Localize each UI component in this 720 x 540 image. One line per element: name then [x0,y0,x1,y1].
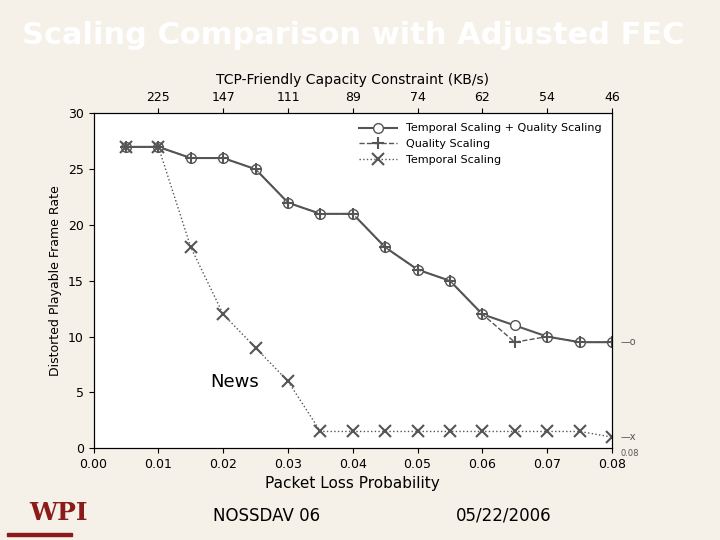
Quality Scaling [608,339,616,346]
Line: Temporal Scaling + Quality Scaling: Temporal Scaling + Quality Scaling [121,142,617,347]
Temporal Scaling + Quality Scaling [478,311,487,318]
Quality Scaling [251,166,260,172]
Temporal Scaling [381,428,390,435]
Temporal Scaling + Quality Scaling [446,278,454,284]
Temporal Scaling + Quality Scaling [122,144,130,150]
Legend: Temporal Scaling + Quality Scaling, Quality Scaling, Temporal Scaling: Temporal Scaling + Quality Scaling, Qual… [354,119,606,169]
Quality Scaling [316,211,325,217]
Temporal Scaling [154,144,163,150]
Temporal Scaling [510,428,519,435]
Temporal Scaling [543,428,552,435]
X-axis label: TCP-Friendly Capacity Constraint (KB/s): TCP-Friendly Capacity Constraint (KB/s) [216,73,490,87]
Quality Scaling [284,199,292,206]
Temporal Scaling [478,428,487,435]
Text: News: News [210,373,259,391]
Quality Scaling [543,333,552,340]
Bar [7,532,72,536]
Temporal Scaling [186,244,195,251]
Temporal Scaling + Quality Scaling [510,322,519,329]
Text: Scaling Comparison with Adjusted FEC: Scaling Comparison with Adjusted FEC [22,21,684,50]
Y-axis label: Distorted Playable Frame Rate: Distorted Playable Frame Rate [50,185,63,376]
Line: Temporal Scaling: Temporal Scaling [120,141,618,443]
Text: 0.08: 0.08 [621,449,639,458]
Quality Scaling [154,144,163,150]
Temporal Scaling [122,144,130,150]
Text: WPI: WPI [29,501,87,525]
X-axis label: Packet Loss Probability: Packet Loss Probability [266,476,440,491]
Temporal Scaling + Quality Scaling [219,155,228,161]
Quality Scaling [413,266,422,273]
Quality Scaling [446,278,454,284]
Quality Scaling [381,244,390,251]
Temporal Scaling [413,428,422,435]
Temporal Scaling + Quality Scaling [284,199,292,206]
Temporal Scaling + Quality Scaling [186,155,195,161]
Quality Scaling [122,144,130,150]
Temporal Scaling + Quality Scaling [381,244,390,251]
Temporal Scaling [251,345,260,351]
Temporal Scaling + Quality Scaling [348,211,357,217]
Temporal Scaling + Quality Scaling [251,166,260,172]
Temporal Scaling + Quality Scaling [316,211,325,217]
Quality Scaling [575,339,584,346]
Temporal Scaling + Quality Scaling [413,266,422,273]
Line: Quality Scaling: Quality Scaling [120,141,618,348]
Temporal Scaling [219,311,228,318]
Temporal Scaling + Quality Scaling [543,333,552,340]
Text: NOSSDAV 06: NOSSDAV 06 [213,507,320,525]
Text: 05/22/2006: 05/22/2006 [456,507,552,525]
Text: —x: —x [621,432,636,442]
Temporal Scaling [316,428,325,435]
Quality Scaling [219,155,228,161]
Temporal Scaling + Quality Scaling [575,339,584,346]
Quality Scaling [186,155,195,161]
Quality Scaling [510,339,519,346]
Temporal Scaling + Quality Scaling [154,144,163,150]
Temporal Scaling [348,428,357,435]
Quality Scaling [478,311,487,318]
Text: —o: —o [621,337,636,347]
Temporal Scaling [284,378,292,384]
Temporal Scaling [575,428,584,435]
Temporal Scaling [446,428,454,435]
Temporal Scaling + Quality Scaling [608,339,616,346]
Temporal Scaling [608,434,616,440]
Quality Scaling [348,211,357,217]
